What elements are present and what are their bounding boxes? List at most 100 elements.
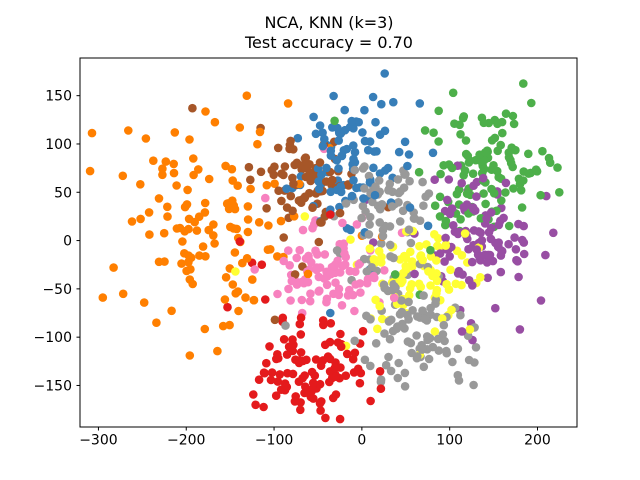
data-point <box>460 166 470 175</box>
data-point <box>512 255 521 265</box>
data-point <box>414 279 424 289</box>
data-point <box>342 349 352 359</box>
data-point <box>243 202 253 211</box>
data-point <box>377 99 386 109</box>
data-point <box>354 117 364 127</box>
data-point <box>200 324 210 334</box>
data-point <box>284 284 293 294</box>
data-point <box>303 159 312 169</box>
data-point <box>326 319 336 328</box>
data-point <box>321 413 330 423</box>
data-point <box>218 321 228 331</box>
data-point <box>499 213 508 223</box>
data-point <box>312 265 321 275</box>
data-point <box>426 281 435 290</box>
data-point <box>289 179 298 188</box>
data-point <box>254 375 264 385</box>
data-point <box>453 344 463 354</box>
data-point <box>177 259 186 268</box>
data-point <box>293 133 303 143</box>
data-point <box>235 237 245 246</box>
data-point <box>428 148 438 158</box>
data-point <box>320 134 329 144</box>
data-point <box>462 189 472 198</box>
data-point <box>469 204 478 214</box>
data-point <box>430 175 440 184</box>
data-point <box>434 137 443 146</box>
data-point <box>238 258 247 268</box>
data-point <box>517 203 527 212</box>
data-point <box>426 303 435 313</box>
data-point <box>314 272 324 282</box>
data-point <box>429 128 438 137</box>
data-point <box>313 250 322 259</box>
data-point <box>405 203 415 212</box>
data-point <box>259 368 269 378</box>
data-point <box>318 316 328 325</box>
data-point <box>289 145 298 154</box>
data-point <box>479 118 489 128</box>
data-point <box>349 141 358 150</box>
data-point <box>443 195 452 205</box>
data-point <box>536 190 545 200</box>
data-point <box>190 217 199 227</box>
data-point <box>381 360 391 370</box>
data-point <box>368 197 377 207</box>
data-point <box>511 245 521 254</box>
data-point <box>262 180 272 190</box>
data-point <box>385 240 395 250</box>
data-point <box>457 178 467 188</box>
data-point <box>468 281 477 290</box>
data-point <box>435 212 445 221</box>
data-point <box>356 288 365 297</box>
data-point <box>413 352 422 361</box>
data-point <box>355 378 365 388</box>
data-point <box>549 228 558 238</box>
data-point <box>308 203 317 212</box>
data-point <box>489 161 498 170</box>
data-point <box>284 246 293 255</box>
data-point <box>519 79 528 88</box>
y-tick-label: 100 <box>45 137 72 153</box>
data-point <box>397 296 406 305</box>
data-point <box>296 405 305 415</box>
data-point <box>331 372 341 382</box>
data-point <box>348 290 358 300</box>
data-point <box>358 201 368 211</box>
data-point <box>519 249 529 259</box>
data-point <box>435 192 445 202</box>
data-point <box>98 293 108 302</box>
y-tick-label: −50 <box>42 282 72 298</box>
data-point <box>424 354 434 364</box>
data-point <box>377 314 387 324</box>
data-point <box>469 226 479 235</box>
data-point <box>292 253 302 263</box>
data-point <box>375 301 385 311</box>
data-point <box>433 334 443 344</box>
data-point <box>373 324 382 334</box>
data-point <box>189 170 198 180</box>
data-point <box>504 221 514 231</box>
data-point <box>371 295 380 305</box>
data-point <box>363 274 373 284</box>
data-point <box>204 174 214 184</box>
data-point <box>261 193 270 203</box>
data-point <box>364 230 374 239</box>
data-point <box>510 233 519 242</box>
data-point <box>296 313 306 323</box>
data-point <box>494 238 504 247</box>
data-point <box>341 371 351 381</box>
data-point <box>428 269 438 279</box>
data-point <box>320 250 330 259</box>
data-point <box>442 346 451 356</box>
data-point <box>308 384 318 394</box>
data-point <box>396 187 405 196</box>
data-point <box>296 330 306 339</box>
data-point <box>279 256 289 266</box>
data-point <box>430 327 440 336</box>
data-point <box>360 184 369 193</box>
data-point <box>469 181 478 190</box>
data-point <box>403 161 412 171</box>
data-point <box>371 182 380 192</box>
data-point <box>314 184 324 194</box>
